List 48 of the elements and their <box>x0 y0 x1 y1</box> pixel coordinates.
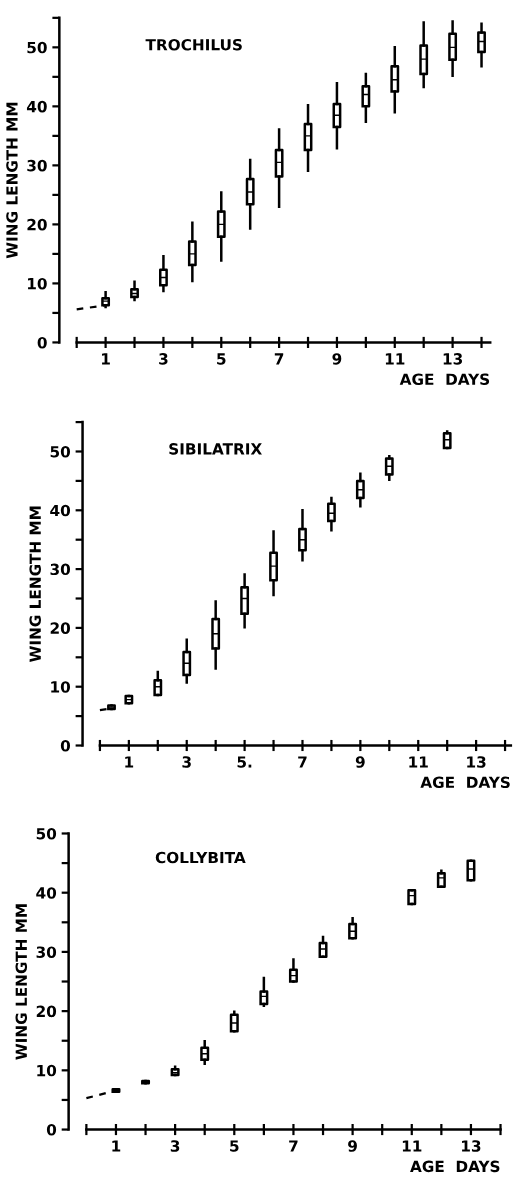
x-tick-label: 5 <box>217 353 226 365</box>
x-tick-label: 13 <box>462 1140 481 1152</box>
y-tick-label: 30 <box>36 946 57 958</box>
x-tick-label: 9 <box>348 1140 357 1152</box>
y-tick-label: 30 <box>27 159 47 172</box>
x-tick-label: 9 <box>332 353 342 365</box>
x-axis-title: AGE DAYS <box>410 1160 500 1173</box>
y-axis-title: WING LENGTH MM <box>15 904 28 1060</box>
y-tick-label: 40 <box>26 100 47 113</box>
text: SIBILATRIX <box>169 443 262 455</box>
x-tick-label: 13 <box>443 353 463 365</box>
y-tick-label: 50 <box>27 41 47 54</box>
x-tick-label: 5 <box>230 1140 239 1152</box>
y-tick-label: 0 <box>60 739 71 752</box>
x-tick-label: 3 <box>182 756 191 768</box>
y-tick-label: 50 <box>50 445 71 458</box>
x-tick-label: 3 <box>170 1140 180 1152</box>
y-tick-label: 10 <box>51 681 71 693</box>
y-tick-label: 0 <box>37 336 47 349</box>
x-tick-label: 11 <box>402 1140 422 1152</box>
x-axis-title: AGE DAYS <box>420 776 510 789</box>
x-tick-label: 1 <box>125 756 134 768</box>
y-tick-label: 20 <box>27 218 47 231</box>
y-axis-title: WING LENGTH MM <box>6 102 18 259</box>
x-tick-label: 13 <box>467 756 486 768</box>
y-tick-label: 20 <box>50 622 71 634</box>
y-tick-label: 0 <box>46 1124 57 1136</box>
text: COLLYBITA <box>155 851 246 864</box>
y-tick-label: 50 <box>36 827 57 840</box>
y-tick-label: 30 <box>50 563 71 576</box>
y-tick-label: 10 <box>37 1064 57 1077</box>
x-tick-label: 7 <box>274 353 284 365</box>
x-tick-label: 7 <box>289 1140 298 1152</box>
x-tick-label: 9 <box>355 756 365 768</box>
x-tick-label: 3 <box>159 353 168 365</box>
x-tick-label: 5. <box>237 756 252 768</box>
x-tick-label: 7 <box>298 756 307 768</box>
y-tick-label: 20 <box>36 1005 57 1018</box>
x-tick-label: 11 <box>385 353 405 365</box>
y-tick-label: 10 <box>28 277 47 290</box>
y-tick-label: 40 <box>36 887 57 899</box>
x-axis-title: AGE DAYS <box>399 373 490 386</box>
y-axis-title: WING LENGTH MM <box>29 506 41 663</box>
x-tick-label: 1 <box>112 1140 121 1152</box>
x-tick-label: 11 <box>409 756 428 768</box>
x-tick-label: 1 <box>102 353 110 365</box>
text: TROCHILUS <box>145 38 242 51</box>
y-tick-label: 40 <box>50 504 71 517</box>
